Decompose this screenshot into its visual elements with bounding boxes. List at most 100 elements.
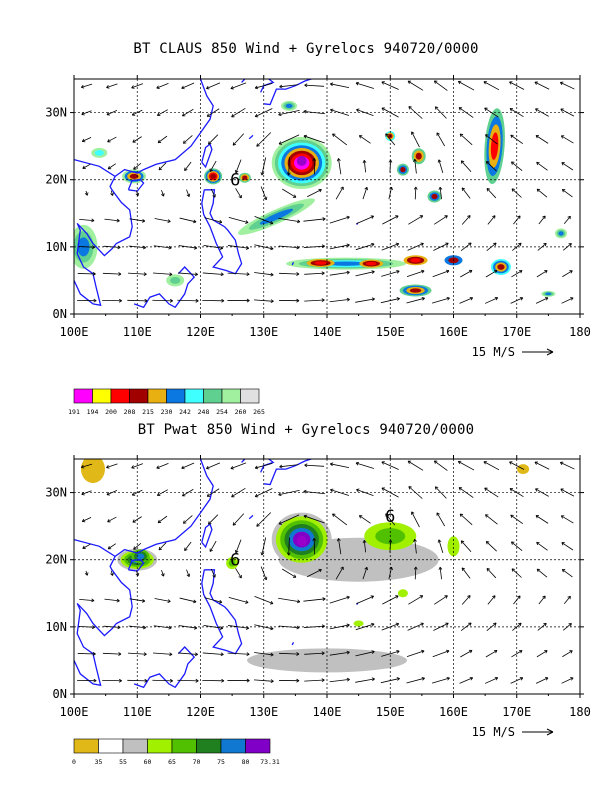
wind-arrow	[106, 490, 118, 496]
wind-arrowhead	[92, 652, 96, 656]
wind-arrow	[254, 596, 274, 604]
wind-arrow	[256, 512, 272, 527]
wind-arrow	[407, 460, 424, 471]
x-tick-label: 140E	[313, 705, 342, 719]
wind-arrow	[510, 134, 524, 145]
wind-arrowhead	[156, 112, 161, 116]
coastline	[201, 523, 213, 549]
wind-arrowhead	[534, 461, 538, 465]
wind-arrow	[562, 569, 573, 578]
wind-arrowhead	[106, 492, 110, 496]
wind-arrowhead	[161, 193, 165, 197]
wind-arrowhead	[91, 625, 96, 630]
wind-arrow	[434, 486, 447, 499]
wind-arrow	[153, 245, 172, 249]
wind-arrowhead	[131, 112, 136, 116]
wind-arrow	[460, 622, 472, 632]
wind-arrow	[133, 542, 142, 550]
plot-area: 66	[74, 459, 580, 694]
wind-arrow	[103, 245, 121, 248]
wind-arrow	[110, 190, 114, 196]
wind-arrow	[536, 161, 548, 171]
wind-arrow	[510, 297, 524, 304]
wind-arrowhead	[469, 296, 474, 301]
wind-arrowhead	[561, 542, 565, 546]
wind-arrow	[182, 488, 194, 497]
storm-center-marker	[296, 535, 307, 546]
wind-arrowhead	[492, 595, 496, 599]
wind-arrow	[513, 595, 521, 605]
wind-arrowhead	[144, 298, 148, 303]
wind-arrow	[132, 136, 142, 143]
wind-arrow	[288, 157, 290, 176]
wind-arrowhead	[131, 492, 136, 496]
colorbar-swatch	[73, 738, 99, 754]
wind-arrowhead	[330, 82, 334, 87]
wind-arrow	[157, 135, 168, 144]
wind-arrow	[279, 652, 300, 655]
wind-arrowhead	[135, 192, 140, 197]
wind-arrowhead	[181, 85, 185, 90]
wind-arrowhead	[81, 138, 86, 143]
wind-arrow	[104, 598, 120, 602]
colorbar-swatch	[73, 388, 93, 404]
wind-arrow	[307, 189, 322, 198]
wind-arrowhead	[221, 298, 225, 303]
wind-arrowhead	[485, 541, 490, 545]
wind-arrow	[82, 543, 91, 549]
colorbar-swatch	[147, 388, 167, 404]
wind-arrow	[127, 679, 148, 682]
wind-arrowhead	[296, 625, 300, 630]
wind-arrowhead	[385, 513, 389, 517]
wind-arrowhead	[110, 572, 114, 576]
wind-arrowhead	[483, 81, 487, 85]
wind-arrow	[484, 107, 499, 118]
wind-arrowhead	[395, 242, 400, 247]
wind-arrow	[561, 297, 574, 304]
wind-arrow	[329, 651, 350, 656]
wind-arrow	[484, 677, 498, 684]
wind-arrowhead	[509, 108, 514, 112]
colorbar-label: 55	[119, 758, 127, 766]
wind-arrowhead	[296, 678, 300, 683]
wind-arrow	[330, 109, 350, 116]
wind-arrowhead	[81, 491, 85, 496]
wind-arrowhead	[117, 245, 121, 250]
wind-arrow	[181, 82, 195, 89]
colorbar-label: 73.31	[260, 758, 280, 766]
wind-arrow	[407, 622, 424, 631]
wind-arrow	[232, 513, 245, 526]
wind-arrowhead	[419, 215, 424, 219]
wind-arrow	[78, 246, 95, 248]
wind-arrowhead	[169, 298, 173, 303]
wind-arrow	[439, 187, 442, 200]
wind-arrowhead	[332, 513, 336, 517]
wind-arrowhead	[494, 649, 498, 654]
wind-arrow	[359, 515, 371, 524]
cloud-cluster	[497, 264, 505, 270]
wind-arrowhead	[362, 160, 367, 164]
wind-arrow	[355, 462, 374, 469]
wind-arrowhead	[395, 622, 400, 627]
x-tick-label: 150E	[376, 705, 405, 719]
wind-arrowhead	[483, 461, 487, 465]
colorbar-label: 70	[193, 758, 201, 766]
wind-arrow	[381, 243, 399, 251]
coastline	[74, 556, 133, 687]
cloud-band-north	[490, 132, 499, 160]
wind-arrowhead	[510, 161, 515, 165]
cloud-cluster	[285, 103, 293, 109]
wind-arrowhead	[437, 159, 442, 163]
wind-arrow	[536, 568, 548, 578]
wind-arrow	[335, 566, 344, 580]
wind-arrowhead	[181, 465, 185, 470]
wind-arrowhead	[567, 595, 571, 600]
colorbar-label: 230	[161, 408, 173, 416]
x-tick-label: 180	[569, 705, 591, 719]
wind-arrowhead	[194, 272, 198, 277]
wind-arrowhead	[194, 625, 198, 630]
wind-arrowhead	[322, 597, 326, 601]
colorbar-label: 215	[142, 408, 154, 416]
coastline	[133, 646, 196, 689]
